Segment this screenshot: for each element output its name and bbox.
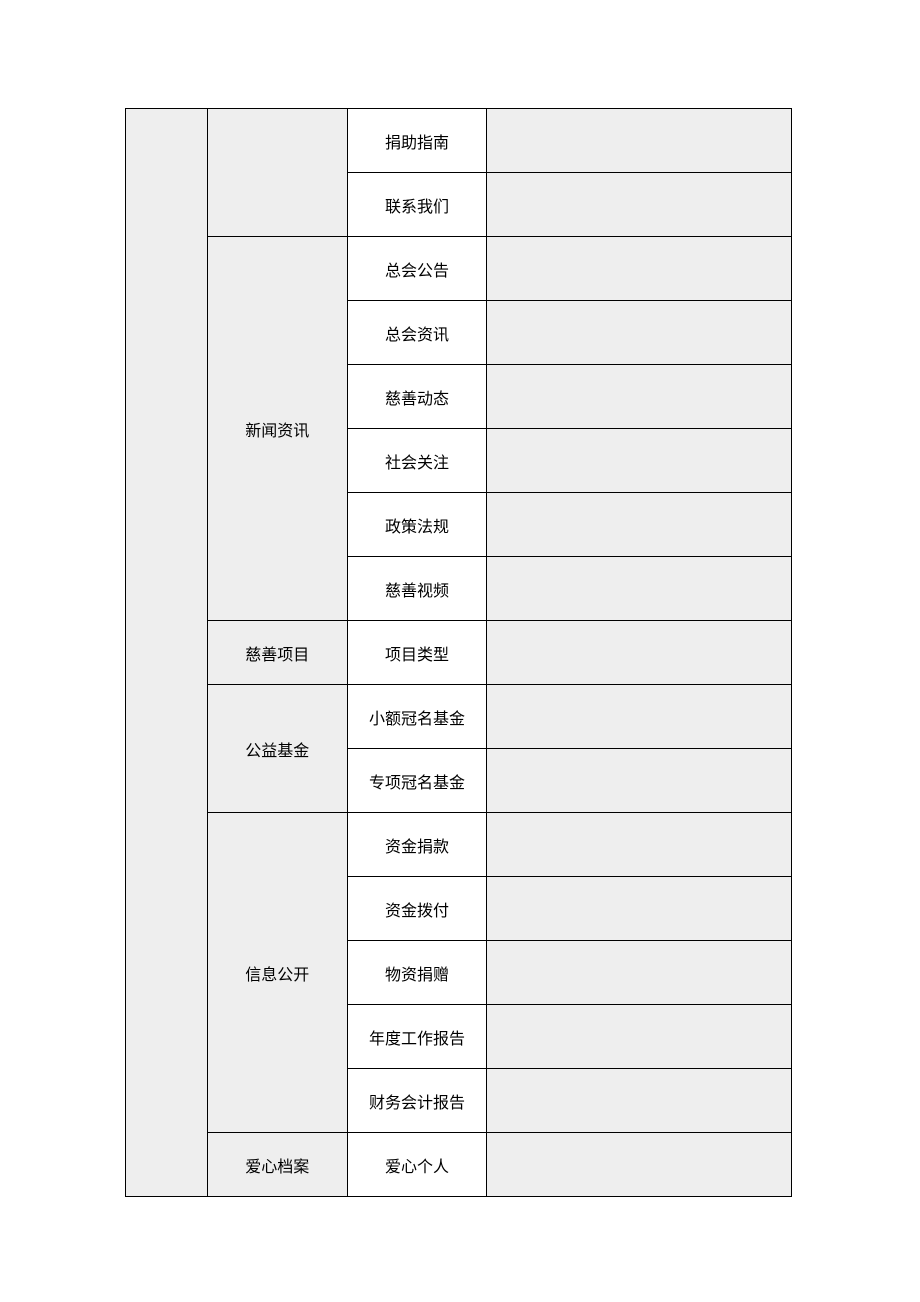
- item-cell: 资金捐款: [347, 813, 487, 877]
- table-row: 新闻资讯 总会公告: [126, 237, 792, 301]
- item-cell: 慈善动态: [347, 365, 487, 429]
- table-row: 慈善项目 项目类型: [126, 621, 792, 685]
- item-cell: 物资捐赠: [347, 941, 487, 1005]
- description-cell: [487, 173, 792, 237]
- table-row: 捐助指南: [126, 109, 792, 173]
- item-cell: 年度工作报告: [347, 1005, 487, 1069]
- navigation-table-container: 捐助指南 联系我们 新闻资讯 总会公告 总会资讯 慈善动态 社会关注: [125, 108, 792, 1197]
- description-cell: [487, 877, 792, 941]
- item-cell: 小额冠名基金: [347, 685, 487, 749]
- item-cell: 政策法规: [347, 493, 487, 557]
- description-cell: [487, 1005, 792, 1069]
- description-cell: [487, 301, 792, 365]
- description-cell: [487, 429, 792, 493]
- description-cell: [487, 1069, 792, 1133]
- item-cell: 社会关注: [347, 429, 487, 493]
- item-cell: 总会资讯: [347, 301, 487, 365]
- description-cell: [487, 557, 792, 621]
- category-cell: [207, 109, 347, 237]
- table-row: 信息公开 资金捐款: [126, 813, 792, 877]
- root-category-cell: [126, 109, 208, 1197]
- description-cell: [487, 621, 792, 685]
- description-cell: [487, 685, 792, 749]
- description-cell: [487, 1133, 792, 1197]
- description-cell: [487, 941, 792, 1005]
- category-cell: 爱心档案: [207, 1133, 347, 1197]
- description-cell: [487, 493, 792, 557]
- description-cell: [487, 109, 792, 173]
- item-cell: 爱心个人: [347, 1133, 487, 1197]
- item-cell: 专项冠名基金: [347, 749, 487, 813]
- item-cell: 慈善视频: [347, 557, 487, 621]
- table-row: 公益基金 小额冠名基金: [126, 685, 792, 749]
- category-cell: 信息公开: [207, 813, 347, 1133]
- item-cell: 资金拨付: [347, 877, 487, 941]
- category-cell: 公益基金: [207, 685, 347, 813]
- item-cell: 财务会计报告: [347, 1069, 487, 1133]
- category-cell: 新闻资讯: [207, 237, 347, 621]
- item-cell: 项目类型: [347, 621, 487, 685]
- description-cell: [487, 237, 792, 301]
- description-cell: [487, 813, 792, 877]
- description-cell: [487, 749, 792, 813]
- item-cell: 捐助指南: [347, 109, 487, 173]
- description-cell: [487, 365, 792, 429]
- item-cell: 总会公告: [347, 237, 487, 301]
- item-cell: 联系我们: [347, 173, 487, 237]
- navigation-table: 捐助指南 联系我们 新闻资讯 总会公告 总会资讯 慈善动态 社会关注: [125, 108, 792, 1197]
- table-row: 爱心档案 爱心个人: [126, 1133, 792, 1197]
- category-cell: 慈善项目: [207, 621, 347, 685]
